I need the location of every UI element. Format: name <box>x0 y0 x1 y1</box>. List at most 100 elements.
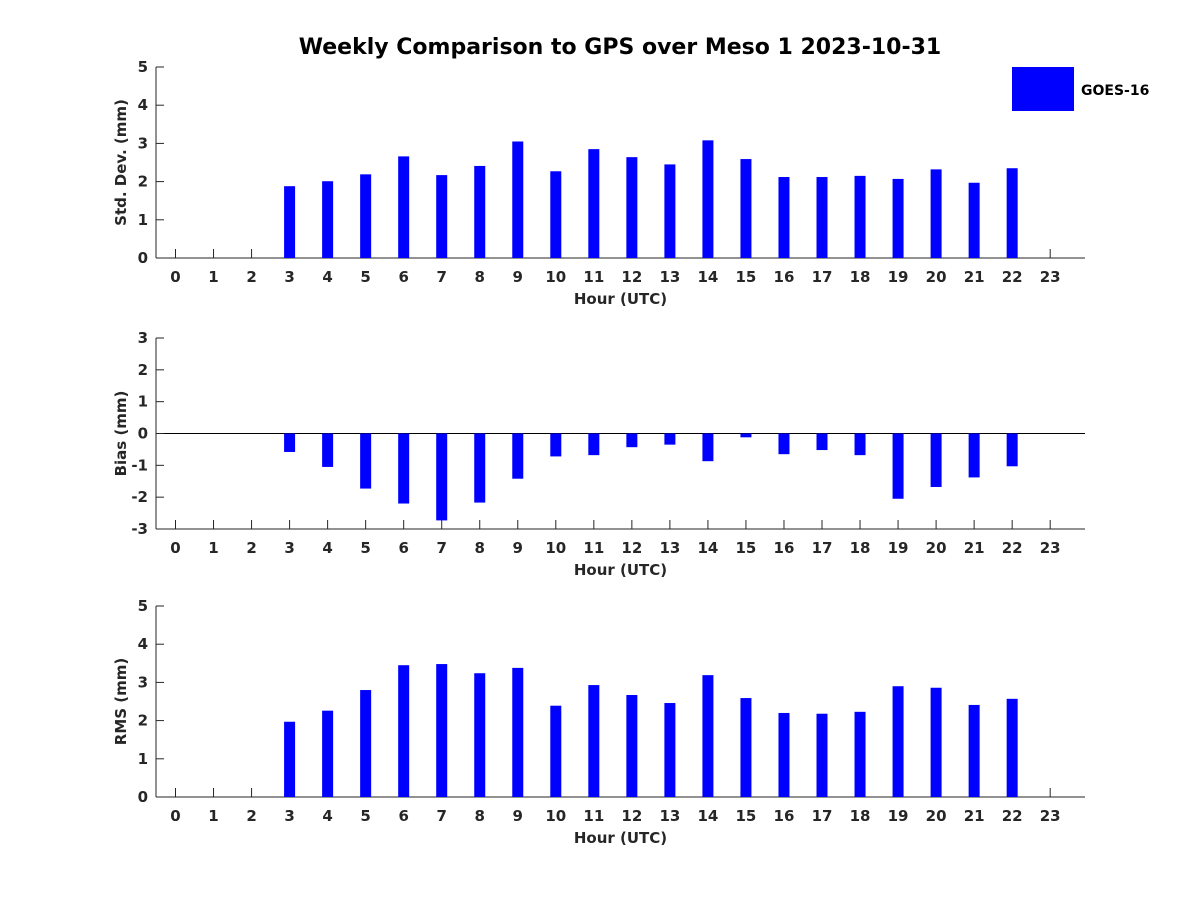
x-tick-label: 15 <box>736 807 757 825</box>
x-tick-label: 8 <box>475 268 485 286</box>
x-tick-label: 1 <box>208 539 218 557</box>
x-tick-label: 12 <box>621 539 642 557</box>
bar-hour-12 <box>626 695 638 797</box>
bar-hour-8 <box>474 673 486 797</box>
bar-hour-18 <box>854 433 866 456</box>
x-tick-label: 16 <box>774 539 795 557</box>
bar-hour-8 <box>474 433 486 503</box>
bar-hour-19 <box>892 433 904 499</box>
x-tick-label: 1 <box>208 268 218 286</box>
bar-hour-7 <box>436 175 448 258</box>
x-tick-label: 22 <box>1002 539 1023 557</box>
y-tick-label: 0 <box>138 788 148 806</box>
bar-hour-9 <box>512 433 524 479</box>
x-tick-label: 12 <box>621 807 642 825</box>
x-tick-label: 2 <box>246 539 256 557</box>
y-tick-label: 3 <box>138 673 148 691</box>
y-tick-label: 1 <box>138 393 148 411</box>
x-tick-label: 6 <box>398 807 408 825</box>
bar-hour-12 <box>626 433 638 448</box>
x-tick-label: 9 <box>513 807 523 825</box>
bar-hour-5 <box>360 433 372 489</box>
x-tick-label: 9 <box>513 268 523 286</box>
x-tick-label: 7 <box>436 539 446 557</box>
x-axis-label: Hour (UTC) <box>574 561 667 579</box>
x-tick-label: 15 <box>736 268 757 286</box>
bar-hour-18 <box>854 711 866 797</box>
bar-hour-12 <box>626 157 638 258</box>
bar-hour-7 <box>436 433 448 521</box>
y-tick-label: 5 <box>138 597 148 615</box>
bar-hour-10 <box>550 705 562 797</box>
bar-hour-13 <box>664 164 676 258</box>
bar-hour-3 <box>284 433 296 452</box>
x-tick-label: 3 <box>284 268 294 286</box>
x-tick-label: 20 <box>926 807 947 825</box>
y-axis-label: Std. Dev. (mm) <box>112 99 130 226</box>
y-tick-label: 1 <box>138 750 148 768</box>
bar-hour-19 <box>892 686 904 797</box>
y-tick-label: -3 <box>131 520 148 538</box>
bar-hour-4 <box>322 433 334 467</box>
bar-hour-6 <box>398 433 410 504</box>
x-tick-label: 18 <box>850 539 871 557</box>
x-tick-label: 11 <box>583 539 604 557</box>
x-tick-label: 19 <box>888 268 909 286</box>
y-tick-label: 0 <box>138 425 148 443</box>
x-tick-label: 3 <box>284 539 294 557</box>
bar-hour-10 <box>550 433 562 457</box>
x-tick-label: 10 <box>545 268 566 286</box>
x-tick-label: 13 <box>659 268 680 286</box>
x-tick-label: 11 <box>583 268 604 286</box>
x-tick-label: 0 <box>170 268 180 286</box>
y-tick-label: 4 <box>138 96 148 114</box>
x-tick-label: 5 <box>360 268 370 286</box>
bar-hour-14 <box>702 433 714 462</box>
x-tick-label: 9 <box>513 539 523 557</box>
bar-hour-14 <box>702 675 714 797</box>
bar-hour-19 <box>892 178 904 258</box>
y-axis-label: RMS (mm) <box>112 658 130 745</box>
legend-swatch-goes16 <box>1012 67 1074 111</box>
bar-hour-13 <box>664 433 676 445</box>
x-tick-label: 18 <box>850 268 871 286</box>
x-tick-label: 16 <box>774 268 795 286</box>
bar-hour-20 <box>930 433 942 487</box>
chart-title: Weekly Comparison to GPS over Meso 1 202… <box>299 35 941 60</box>
bar-hour-3 <box>284 721 296 797</box>
x-tick-label: 20 <box>926 268 947 286</box>
x-tick-label: 0 <box>170 807 180 825</box>
x-tick-label: 22 <box>1002 268 1023 286</box>
x-tick-label: 14 <box>697 539 718 557</box>
y-axis-label: Bias (mm) <box>112 391 130 477</box>
x-axis-label: Hour (UTC) <box>574 829 667 847</box>
x-tick-label: 5 <box>360 807 370 825</box>
bar-hour-22 <box>1006 433 1018 467</box>
bar-hour-6 <box>398 156 410 258</box>
x-tick-label: 2 <box>246 268 256 286</box>
x-tick-label: 21 <box>964 539 985 557</box>
x-tick-label: 23 <box>1040 268 1061 286</box>
x-tick-label: 21 <box>964 807 985 825</box>
y-tick-label: 1 <box>138 211 148 229</box>
bar-hour-17 <box>816 433 828 451</box>
x-tick-label: 7 <box>436 807 446 825</box>
y-tick-label: 2 <box>138 712 148 730</box>
bar-hour-22 <box>1006 698 1018 797</box>
bar-hour-15 <box>740 433 752 438</box>
x-tick-label: 14 <box>697 268 718 286</box>
bar-hour-5 <box>360 690 372 797</box>
bar-hour-17 <box>816 713 828 797</box>
bar-hour-9 <box>512 141 524 258</box>
x-tick-label: 5 <box>360 539 370 557</box>
bar-hour-16 <box>778 177 790 258</box>
x-axis-label: Hour (UTC) <box>574 290 667 308</box>
bar-hour-16 <box>778 712 790 797</box>
y-tick-label: 2 <box>138 361 148 379</box>
y-tick-label: -2 <box>131 488 148 506</box>
x-tick-label: 18 <box>850 807 871 825</box>
bar-hour-16 <box>778 433 790 455</box>
